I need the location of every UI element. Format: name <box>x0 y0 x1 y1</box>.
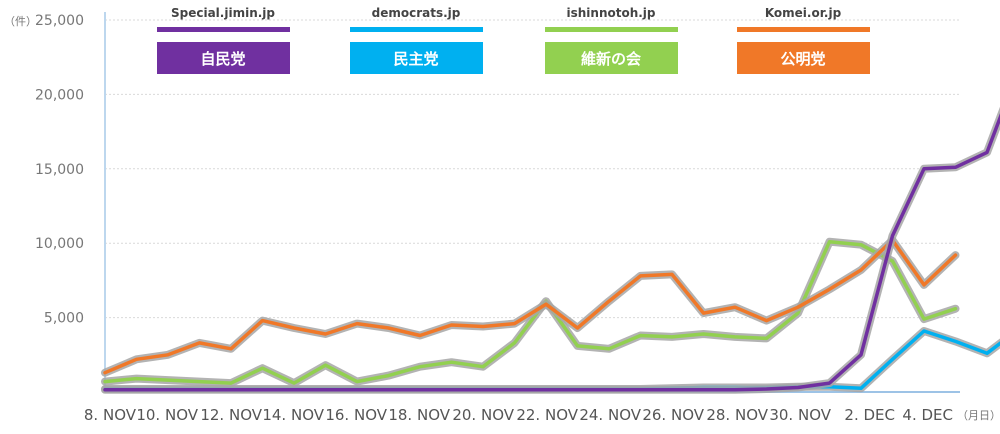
legend-domain-label: democrats.jp <box>372 6 461 20</box>
legend-color-bar <box>157 27 290 32</box>
series-line-halo <box>101 236 960 377</box>
x-tick-label: 12. NOV <box>200 406 262 424</box>
legend-item: ishinnotoh.jp 維新の会 <box>545 6 678 74</box>
series-line <box>103 113 1000 392</box>
y-tick-label: 15,000 <box>35 162 84 178</box>
x-tick-label: 24. NOV <box>579 406 641 424</box>
legend-name-box <box>545 42 678 74</box>
y-tick-label: 10,000 <box>35 236 84 252</box>
x-axis-unit: （月日） <box>957 409 1000 422</box>
legend-domain-label: Special.jimin.jp <box>171 6 275 20</box>
legend-party-name: 維新の会 <box>581 50 641 68</box>
legend-color-bar <box>350 27 483 32</box>
x-tick-label: 22. NOV <box>516 406 578 424</box>
x-tick-label: 20. NOV <box>452 406 514 424</box>
legend-item: democrats.jp 民主党 <box>350 6 483 74</box>
x-tick-label: 30. NOV <box>769 406 831 424</box>
series-0-group <box>101 106 1000 394</box>
legend: Special.jimin.jp 自民党 democrats.jp 民主党 ishinn… <box>157 6 870 74</box>
legend-name-box <box>737 42 870 74</box>
x-tick-label: 14. NOV <box>262 406 324 424</box>
series-lines <box>101 106 1000 394</box>
legend-name-box <box>350 42 483 74</box>
y-tick-label: 20,000 <box>35 87 84 103</box>
x-tick-label: 16. NOV <box>325 406 387 424</box>
series-3-group <box>101 236 960 377</box>
legend-name-box <box>157 42 290 74</box>
y-axis-unit: （件） <box>4 15 37 28</box>
x-tick-label: 8. NOV <box>84 406 137 424</box>
series-line <box>103 238 958 375</box>
x-tick-label: 18. NOV <box>388 406 450 424</box>
series-2-group <box>101 237 960 388</box>
x-tick-label: 10. NOV <box>136 406 198 424</box>
legend-domain-label: Komei.or.jp <box>765 6 842 20</box>
gridlines <box>105 19 960 319</box>
legend-color-bar <box>545 27 678 32</box>
y-axis-unit-group: （件） <box>4 15 37 28</box>
x-tick-label: 26. NOV <box>642 406 704 424</box>
legend-party-name: 自民党 <box>200 50 245 68</box>
y-tick-labels: 25,000 20,000 15,000 10,000 5,000 <box>35 13 84 327</box>
y-tick-label: 25,000 <box>35 13 84 29</box>
x-tick-label: 2. DEC <box>844 406 895 424</box>
legend-party-name: 公明党 <box>780 50 825 68</box>
legend-color-bar <box>737 27 870 32</box>
legend-party-name: 民主党 <box>393 50 438 68</box>
legend-domain-label: ishinnotoh.jp <box>566 6 655 20</box>
legend-item: Komei.or.jp 公明党 <box>737 6 870 74</box>
x-tick-labels: 8. NOV 10. NOV 12. NOV 14. NOV 16. NOV 18. NO… <box>84 406 953 424</box>
x-tick-label: 28. NOV <box>706 406 768 424</box>
series-line <box>103 239 958 385</box>
legend-item: Special.jimin.jp 自民党 <box>157 6 290 74</box>
y-tick-label: 5,000 <box>44 311 84 327</box>
x-tick-label: 4. DEC <box>902 406 953 424</box>
